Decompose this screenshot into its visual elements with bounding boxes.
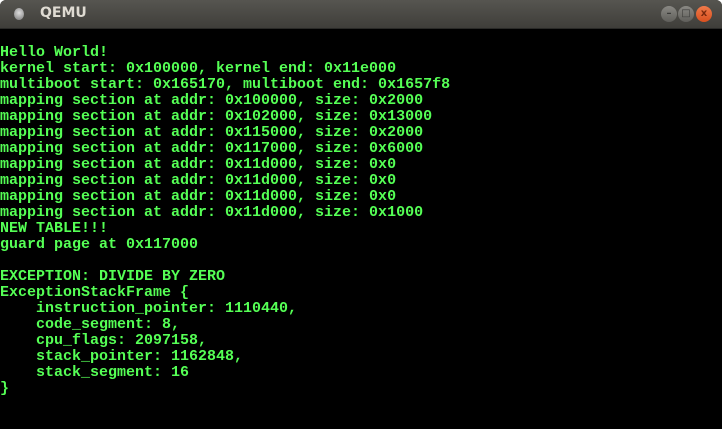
console-line: guard page at 0x117000 [0, 236, 199, 253]
console-line: NEW TABLE!!! [0, 220, 109, 237]
console-line: code_segment: 8, [0, 316, 181, 333]
console-line: mapping section at addr: 0x117000, size:… [0, 140, 424, 157]
console-line: kernel start: 0x100000, kernel end: 0x11… [0, 60, 397, 77]
console-line: mapping section at addr: 0x100000, size:… [0, 92, 424, 109]
console-line: stack_pointer: 1162848, [0, 348, 244, 365]
console-line: multiboot start: 0x165170, multiboot end… [0, 76, 451, 93]
console-output: Hello World! kernel start: 0x100000, kern… [0, 29, 450, 397]
minimize-button[interactable]: – [661, 6, 677, 22]
console-line: stack_segment: 16 [0, 364, 190, 381]
console-line: mapping section at addr: 0x11d000, size:… [0, 156, 397, 173]
close-button[interactable]: x [696, 6, 712, 22]
maximize-button[interactable]: □ [678, 6, 694, 22]
console-line: mapping section at addr: 0x115000, size:… [0, 124, 424, 141]
console-line: mapping section at addr: 0x11d000, size:… [0, 204, 424, 221]
console-line: mapping section at addr: 0x11d000, size:… [0, 172, 397, 189]
console-line: } [0, 380, 10, 397]
console-line: mapping section at addr: 0x11d000, size:… [0, 188, 397, 205]
window-title: QEMU [40, 5, 87, 21]
console-line: instruction_pointer: 1110440, [0, 300, 298, 317]
qemu-app-icon [14, 8, 24, 20]
console-line [0, 253, 450, 269]
console-line: EXCEPTION: DIVIDE BY ZERO [0, 268, 226, 285]
console-line: cpu_flags: 2097158, [0, 332, 208, 349]
console-line [0, 29, 450, 45]
console-line: ExceptionStackFrame { [0, 284, 190, 301]
title-bar[interactable]: QEMU – □ x [0, 0, 722, 29]
console-line: mapping section at addr: 0x102000, size:… [0, 108, 433, 125]
console-line: Hello World! [0, 44, 109, 61]
vga-screen[interactable] [1, 29, 721, 429]
